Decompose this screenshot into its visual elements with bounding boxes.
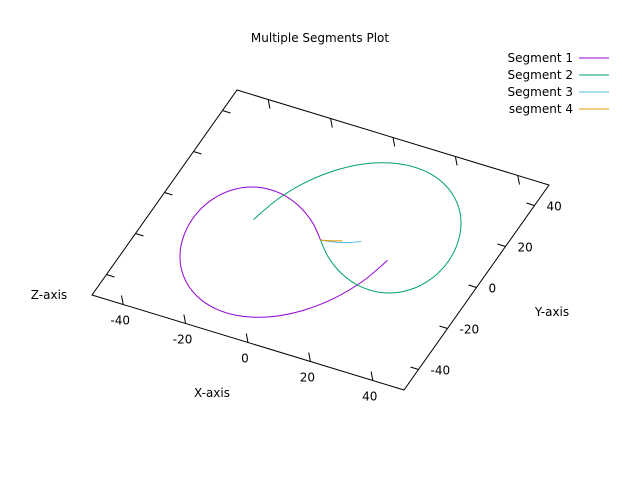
legend-label-segment-3: Segment 3 xyxy=(508,85,573,99)
series-line-segment-2 xyxy=(253,162,462,294)
y-tick-mark xyxy=(135,233,144,237)
series-line-segment-1 xyxy=(179,186,388,318)
legend-label-segment-2: Segment 2 xyxy=(508,68,573,82)
y-tick-label: -20 xyxy=(460,323,480,337)
y-tick-mark xyxy=(164,192,173,196)
y-tick-label: 40 xyxy=(547,200,562,214)
x-tick-mark xyxy=(245,333,249,343)
y-tick-label: 20 xyxy=(518,241,533,255)
y-axis-label: Y-axis xyxy=(534,305,569,319)
y-tick-mark xyxy=(497,243,506,247)
x-tick-mark xyxy=(330,118,333,128)
legend: Segment 1 Segment 2 Segment 3 segment 4 xyxy=(508,51,609,116)
x-axis-label: X-axis xyxy=(194,386,230,400)
x-tick-mark xyxy=(121,295,124,305)
x-tick-mark xyxy=(392,137,396,147)
x-tick-mark xyxy=(183,314,187,324)
y-tick-label: -40 xyxy=(431,364,451,378)
z-axis-label: Z-axis xyxy=(31,288,67,302)
axis-ticks: -40 -20 0 20 40 -40 -20 0 20 40 xyxy=(106,99,562,404)
chart-title: Multiple Segments Plot xyxy=(251,31,389,45)
series-line-segment-4 xyxy=(320,239,343,242)
base-plane-border xyxy=(91,89,550,391)
plot-frame xyxy=(91,89,550,391)
y-tick-mark xyxy=(193,151,202,155)
series-line-segment-3 xyxy=(320,239,362,244)
y-tick-mark xyxy=(468,284,477,288)
y-tick-mark xyxy=(106,274,115,278)
y-tick-mark xyxy=(526,202,535,206)
x-tick-label: 0 xyxy=(241,352,249,366)
x-tick-mark xyxy=(308,352,311,362)
y-tick-label: 0 xyxy=(489,282,497,296)
y-tick-mark xyxy=(222,110,231,114)
x-tick-mark xyxy=(267,99,271,109)
x-tick-label: 20 xyxy=(300,371,315,385)
x-tick-label: -40 xyxy=(110,314,130,328)
legend-label-segment-4: segment 4 xyxy=(509,102,573,116)
x-tick-label: -20 xyxy=(173,333,193,347)
legend-label-segment-1: Segment 1 xyxy=(508,51,573,65)
y-tick-mark xyxy=(410,366,419,370)
x-tick-mark xyxy=(454,156,458,166)
x-tick-label: 40 xyxy=(362,390,377,404)
y-tick-mark xyxy=(439,325,448,329)
data-series xyxy=(179,162,462,318)
x-tick-mark xyxy=(517,175,520,185)
x-tick-mark xyxy=(370,371,374,381)
